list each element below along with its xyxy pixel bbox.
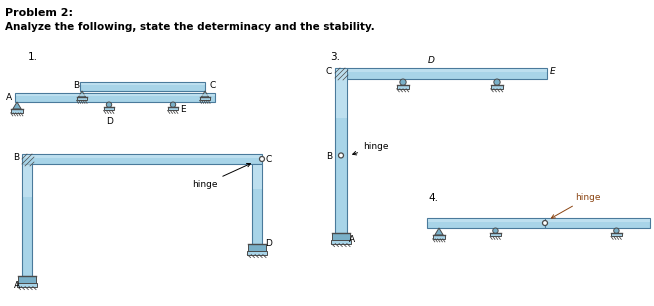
Bar — [80, 83, 205, 85]
Bar — [16, 94, 215, 96]
Polygon shape — [78, 91, 86, 97]
Text: C: C — [265, 155, 271, 164]
Text: B: B — [326, 152, 332, 161]
Circle shape — [400, 79, 406, 85]
Bar — [22, 163, 32, 276]
Circle shape — [339, 153, 343, 158]
Circle shape — [543, 221, 547, 226]
Bar — [15, 93, 215, 102]
Text: A: A — [14, 281, 20, 290]
Bar — [427, 218, 545, 228]
Circle shape — [107, 102, 112, 107]
Bar — [249, 244, 266, 251]
Bar — [347, 68, 547, 79]
Text: 2.: 2. — [28, 155, 38, 165]
Text: C: C — [326, 68, 332, 76]
Bar — [545, 218, 650, 228]
Text: C: C — [209, 80, 215, 89]
Bar — [397, 85, 409, 89]
Bar — [611, 233, 622, 237]
Circle shape — [613, 228, 619, 233]
Text: D: D — [265, 239, 272, 248]
Polygon shape — [13, 102, 21, 109]
Bar — [433, 235, 445, 239]
Bar — [335, 68, 347, 233]
Bar — [252, 164, 262, 244]
Text: 3.: 3. — [330, 52, 340, 62]
Bar — [80, 82, 205, 91]
Bar — [490, 233, 501, 237]
Circle shape — [260, 156, 264, 162]
Bar — [336, 69, 347, 118]
Bar — [347, 69, 547, 72]
Text: hinge: hinge — [353, 143, 388, 155]
Text: 1.: 1. — [28, 52, 38, 62]
Text: B: B — [13, 154, 19, 162]
Bar — [167, 107, 179, 110]
Text: hinge: hinge — [192, 163, 250, 189]
Bar — [10, 109, 24, 113]
Bar — [18, 276, 36, 283]
Text: B: B — [73, 80, 79, 89]
Text: hinge: hinge — [551, 193, 600, 218]
Circle shape — [170, 102, 176, 107]
Bar — [332, 233, 350, 240]
Polygon shape — [201, 91, 209, 97]
Polygon shape — [435, 228, 443, 235]
Bar — [252, 165, 262, 188]
Bar — [332, 240, 351, 244]
Bar — [103, 107, 114, 110]
Bar — [22, 163, 31, 197]
Bar — [428, 218, 545, 222]
Bar — [199, 97, 211, 100]
Bar — [545, 218, 649, 222]
Text: D: D — [428, 56, 434, 65]
Bar — [17, 283, 37, 286]
Text: A: A — [6, 92, 12, 102]
Bar — [247, 251, 267, 255]
Text: D: D — [107, 117, 113, 126]
Text: 4.: 4. — [428, 193, 438, 203]
Bar — [22, 155, 262, 158]
Bar — [22, 154, 262, 164]
Bar — [77, 97, 88, 100]
Bar — [490, 85, 504, 89]
Text: A: A — [349, 235, 355, 244]
Text: Analyze the following, state the determinacy and the stability.: Analyze the following, state the determi… — [5, 22, 375, 32]
Circle shape — [492, 228, 498, 233]
Text: E: E — [550, 68, 556, 76]
Text: E: E — [180, 105, 186, 114]
Circle shape — [494, 79, 500, 85]
Text: Problem 2:: Problem 2: — [5, 8, 73, 18]
